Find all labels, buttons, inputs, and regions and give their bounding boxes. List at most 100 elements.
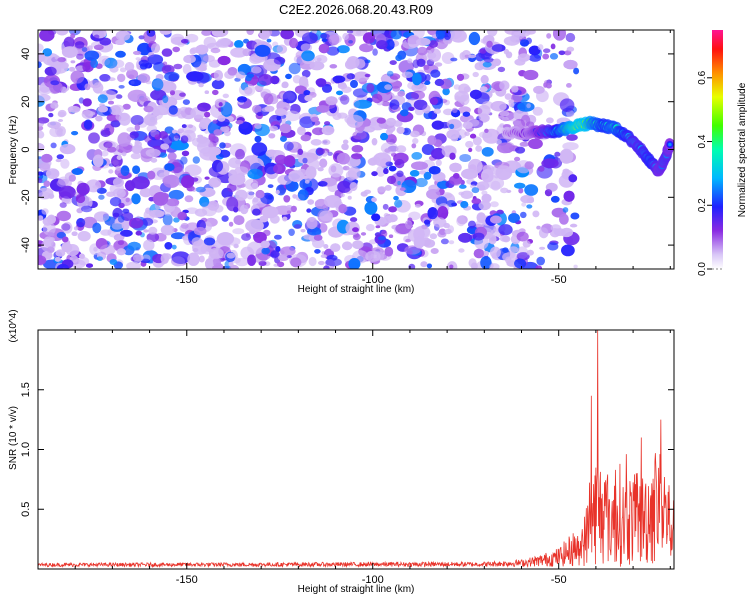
heatmap-cell — [543, 48, 551, 53]
heatmap-cell — [433, 108, 441, 114]
heatmap-cell — [484, 128, 489, 133]
heatmap-cell — [177, 211, 187, 221]
figure-title: C2E2.2026.068.20.43.R09 — [279, 2, 433, 17]
heatmap-cell — [390, 30, 402, 40]
heatmap-cell — [533, 85, 545, 94]
heatmap-cell — [212, 257, 221, 267]
heatmap-cell — [86, 263, 93, 268]
heatmap-cell — [161, 48, 173, 57]
heatmap-cell — [130, 152, 141, 160]
heatmap-cell — [139, 188, 153, 198]
heatmap-cell — [71, 231, 78, 236]
heatmap-cell — [159, 152, 167, 158]
heatmap-cell — [446, 200, 456, 208]
heatmap-cell — [252, 208, 261, 216]
heatmap-cell — [449, 123, 455, 129]
heatmap-cell — [396, 126, 405, 134]
heatmap-cell — [563, 190, 575, 202]
heatmap-cell — [38, 117, 50, 124]
heatmap-cell — [146, 30, 156, 37]
heatmap-cell — [300, 134, 311, 142]
heatmap-cell — [490, 215, 502, 224]
heatmap-cell — [70, 70, 85, 84]
heatmap-cell — [421, 224, 428, 230]
heatmap-cell — [160, 143, 170, 150]
heatmap-cell — [168, 189, 184, 200]
heatmap-cell — [211, 79, 225, 90]
heatmap-cell — [126, 69, 139, 80]
heatmap-cell — [369, 239, 377, 245]
heatmap-cell — [81, 109, 94, 119]
heatmap-cell — [321, 38, 328, 42]
heatmap-cell — [207, 200, 219, 211]
heatmap-cell — [116, 143, 133, 154]
snr-y-multiplier: (x10^4) — [8, 309, 19, 342]
heatmap-cell — [385, 117, 397, 126]
heatmap-cell — [449, 264, 454, 269]
heatmap-cell — [251, 142, 268, 157]
heatmap-cell — [62, 236, 69, 243]
heatmap-cell — [280, 246, 296, 257]
heatmap-cell — [210, 47, 221, 54]
heatmap-cell — [353, 99, 372, 109]
heatmap-cell — [437, 206, 449, 220]
heatmap-cell — [132, 165, 141, 174]
heatmap-cell — [560, 150, 574, 162]
heatmap-cell — [416, 58, 426, 67]
heatmap-cell — [541, 158, 559, 169]
heatmap-cell — [443, 31, 451, 40]
heatmap-cell — [566, 83, 572, 88]
heatmap-cell — [301, 50, 315, 62]
y-tick-label: -40 — [20, 237, 32, 253]
heatmap-cell — [226, 252, 236, 259]
heatmap-cell — [380, 142, 398, 155]
heatmap-cell — [193, 227, 207, 236]
heatmap-cell — [325, 258, 342, 267]
heatmap-cell — [453, 173, 460, 179]
heatmap-cell — [96, 256, 103, 261]
heatmap-cell — [162, 213, 173, 226]
heatmap-cell — [329, 64, 338, 69]
heatmap-cell — [171, 244, 177, 250]
heatmap-cell — [129, 131, 139, 139]
heatmap-cell — [160, 253, 169, 264]
heatmap-cell — [150, 157, 158, 163]
heatmap-cell — [130, 115, 144, 126]
heatmap-cell — [251, 66, 262, 74]
heatmap-cell — [381, 101, 391, 107]
heatmap-cell — [57, 126, 66, 137]
heatmap-cell — [508, 246, 519, 254]
heatmap-cell — [170, 232, 186, 240]
heatmap-cell — [528, 45, 541, 56]
heatmap-cell — [119, 67, 127, 73]
heatmap-cell — [208, 146, 221, 156]
heatmap-cell — [63, 36, 75, 49]
heatmap-cell — [394, 158, 405, 169]
heatmap-cell — [77, 257, 90, 266]
heatmap-cell — [441, 52, 455, 64]
snr-x-label: Height of straight line (km) — [298, 584, 415, 595]
heatmap-cell — [115, 165, 122, 171]
heatmap-cell — [131, 193, 141, 205]
heatmap-cell — [128, 217, 144, 229]
heatmap-cell — [301, 69, 311, 78]
heatmap-cell — [162, 174, 180, 188]
heatmap-cell — [56, 210, 71, 222]
heatmap-cell — [286, 255, 292, 259]
heatmap-cell — [275, 189, 280, 195]
heatmap-cell — [167, 152, 177, 161]
heatmap-cell — [127, 241, 141, 251]
heatmap-cell — [290, 205, 297, 213]
heatmap-cell — [213, 70, 223, 81]
heatmap-cell — [472, 232, 485, 241]
heatmap-cell — [464, 131, 470, 137]
heatmap-cell — [120, 165, 130, 176]
heatmap-cell — [346, 114, 364, 128]
heatmap-cell — [317, 181, 328, 187]
heatmap-cell — [124, 61, 135, 72]
heatmap-cell — [319, 158, 328, 168]
heatmap-cell — [97, 94, 108, 103]
x-tick-label: -50 — [551, 274, 567, 286]
heatmap-cell — [466, 118, 480, 127]
